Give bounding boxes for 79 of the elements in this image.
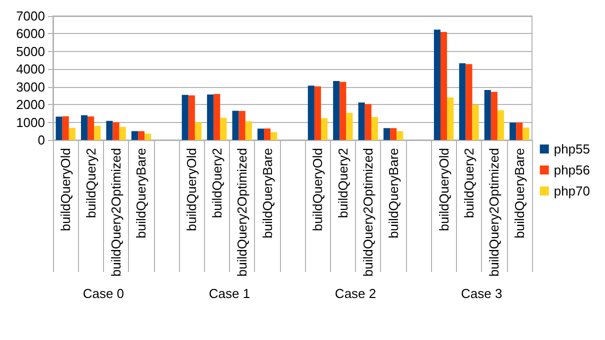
bar [510,122,516,140]
bar [459,63,466,140]
bar [516,122,523,140]
bar [144,134,152,140]
bar [194,122,202,140]
bar [207,94,214,140]
legend-label: php56 [554,162,590,178]
bar [472,104,479,140]
bar [340,82,346,140]
x-tick-label: buildQuery2 [335,148,350,218]
bar [440,32,448,140]
x-tick-label: buildQueryBare [512,148,527,238]
x-tick-label: buildQueryBare [260,148,275,238]
bar [257,128,264,140]
bar [106,120,113,140]
bar [364,104,372,140]
bar [358,102,365,140]
bar [131,131,138,140]
text: Case 2 [334,286,376,301]
bar [182,94,188,140]
x-tick-label: buildQuery2Optimized [234,148,250,277]
bar [68,128,76,140]
bar [62,116,69,140]
legend-label: php70 [554,184,590,198]
bar [264,128,271,140]
x-tick-label: buildQueryOld [58,148,74,232]
y-tick-label: 0 [38,132,45,148]
x-tick-label: buildQueryOld [436,148,452,232]
text: Case 0 [82,286,124,301]
bar [238,110,246,140]
bar [346,112,353,140]
x-tick-label: buildQuery2Optimized [108,148,124,277]
bar [88,116,94,140]
bar [188,95,195,140]
bar [112,122,120,140]
x-tick-label: buildQueryOld [184,148,200,232]
bar [314,86,321,140]
bar [371,116,378,140]
y-tick-label: 5000 [16,44,45,59]
bar [320,118,328,140]
legend-label: php55 [554,142,590,156]
bar [220,118,227,140]
bar [384,128,390,140]
bar [490,92,498,140]
bar [232,110,239,140]
bar [56,116,62,140]
y-tick-label: 1000 [16,114,45,130]
bar [497,110,504,140]
bar [245,121,252,140]
bar [308,86,314,140]
x-tick-label: buildQuery2Optimized [360,148,376,277]
bar [333,81,340,140]
bar [466,64,472,140]
x-tick-label: buildQueryBare [386,148,401,238]
x-tick-label: buildQuery2 [83,148,98,218]
text: Case 3 [460,286,502,301]
bar [434,30,440,140]
bar [484,90,491,140]
bar [119,126,126,140]
bar [94,126,101,140]
x-tick-label: buildQuery2Optimized [486,148,502,277]
bar [396,131,404,140]
x-tick-label: buildQueryBare [134,148,149,238]
y-tick-label: 6000 [16,26,45,42]
x-tick-label: buildQuery2 [461,148,476,218]
bar [390,128,397,140]
bar [270,132,278,140]
text: Case 1 [208,286,250,301]
bar [214,94,220,140]
y-tick-label: 4000 [16,62,45,77]
x-tick-label: buildQueryOld [310,148,326,232]
y-tick-label: 7000 [16,8,45,24]
y-tick-label: 3000 [16,79,45,94]
bar [80,115,88,140]
bar [522,128,530,140]
x-tick-label: buildQuery2 [209,148,224,218]
y-tick-label: 2000 [16,97,45,112]
bar [447,97,454,140]
bar [138,131,145,140]
